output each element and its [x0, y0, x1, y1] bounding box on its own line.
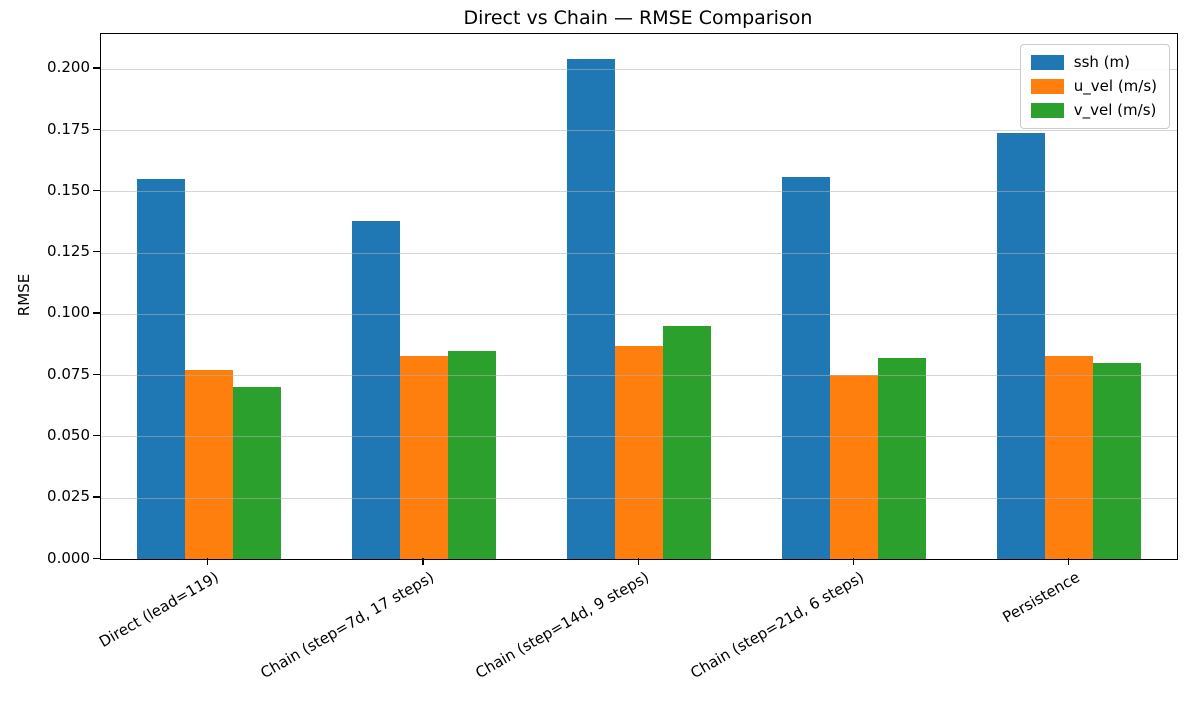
gridline: [101, 252, 1177, 254]
x-tick-label: Chain (step=14d, 9 steps): [472, 568, 652, 683]
bar-v_vel-group1: [232, 387, 281, 559]
x-tick-mark: [422, 558, 424, 565]
legend-swatch-icon: [1030, 55, 1064, 70]
y-tick-mark: [93, 189, 100, 192]
legend-swatch-icon: [1030, 103, 1064, 118]
y-tick-mark: [93, 496, 100, 498]
y-tick-mark: [93, 373, 100, 375]
bar-v_vel-group2: [447, 350, 496, 559]
legend-item: u_vel (m/s): [1030, 77, 1157, 95]
y-tick-mark: [93, 312, 100, 314]
bar-ssh-group4: [782, 176, 831, 559]
y-tick-label: 0.050: [47, 425, 90, 444]
y-tick-label: 0.175: [47, 119, 90, 138]
y-tick-label: 0.150: [47, 180, 90, 199]
y-tick-label: 0.200: [47, 58, 90, 77]
legend-item: v_vel (m/s): [1030, 101, 1157, 119]
chart-title: Direct vs Chain — RMSE Comparison: [463, 7, 813, 29]
bar-ssh-group1: [136, 179, 185, 559]
bar-u_vel-group1: [184, 370, 233, 559]
x-tick-label: Direct (lead=119): [95, 568, 222, 651]
x-tick-mark: [207, 558, 209, 565]
bar-ssh-group5: [997, 132, 1046, 559]
gridline: [101, 436, 1177, 438]
bar-u_vel-group5: [1045, 355, 1094, 559]
y-tick-mark: [93, 251, 100, 253]
y-tick-mark: [93, 67, 100, 69]
legend-label: v_vel (m/s): [1073, 101, 1157, 119]
plot-area: [100, 33, 1178, 560]
gridline: [101, 375, 1177, 377]
y-tick-label: 0.025: [47, 487, 90, 506]
legend-label: u_vel (m/s): [1073, 77, 1157, 95]
y-tick-label: 0.075: [47, 364, 90, 383]
y-tick-label: 0.125: [47, 242, 90, 261]
x-tick-mark: [852, 558, 854, 565]
y-tick-mark: [93, 434, 100, 437]
bar-v_vel-group4: [878, 358, 927, 559]
y-tick-mark: [93, 557, 100, 559]
gridline: [101, 68, 1177, 70]
bar-v_vel-group3: [663, 326, 711, 559]
y-tick-mark: [93, 128, 100, 130]
gridline: [101, 191, 1177, 193]
y-tick-label: 0.100: [47, 303, 90, 322]
legend-item: ssh (m): [1030, 53, 1157, 71]
bar-u_vel-group3: [615, 345, 663, 559]
y-tick-label: 0.000: [47, 548, 90, 567]
legend-swatch-icon: [1030, 79, 1064, 94]
bar-ssh-group3: [567, 59, 615, 559]
gridline: [101, 130, 1177, 132]
legend: ssh (m) u_vel (m/s) v_vel (m/s): [1019, 44, 1170, 129]
gridline: [101, 497, 1177, 499]
bar-u_vel-group4: [830, 375, 879, 559]
bar-ssh-group2: [351, 220, 400, 559]
gridline: [101, 313, 1177, 315]
x-tick-mark: [637, 558, 639, 565]
x-tick-label: Persistence: [999, 568, 1083, 627]
x-tick-label: Chain (step=7d, 17 steps): [257, 568, 437, 683]
bar-v_vel-group5: [1093, 362, 1142, 559]
x-tick-mark: [1067, 558, 1070, 565]
legend-label: ssh (m): [1073, 53, 1130, 71]
x-tick-label: Chain (step=21d, 6 steps): [687, 568, 868, 683]
bar-u_vel-group2: [399, 355, 448, 559]
